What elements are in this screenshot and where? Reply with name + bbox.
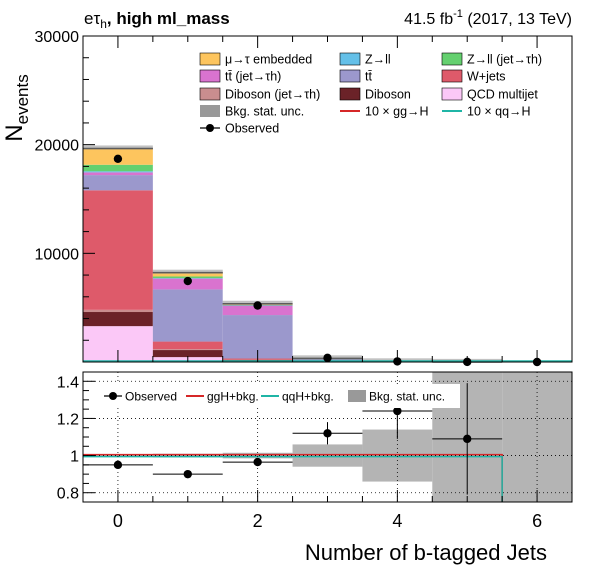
legend-label-ttbar: tt̄ — [365, 70, 372, 84]
ratio-frame: 0.8 1 1.2 1.4 0 2 4 6 — [57, 371, 573, 531]
legend-label-stat: Bkg. stat. unc. — [225, 105, 304, 119]
ratio-signal-lines — [83, 453, 503, 502]
legend-swatch-ttbar_jet — [199, 69, 221, 83]
main-ytick-label-20000: 20000 — [35, 138, 80, 155]
main-ytick-label-30000: 30000 — [35, 29, 80, 46]
y-axis-label-main: N — [1, 124, 28, 141]
main-ytick-label-10000: 10000 — [35, 246, 80, 263]
lumi-rest: (2017, 13 TeV) — [463, 11, 572, 28]
legend-swatch-wjets — [441, 69, 463, 83]
lumi-exp: -1 — [453, 8, 463, 20]
stack-bar-diboson-0 — [83, 312, 153, 327]
main-legend: μ→τ embedded Z→ll Z→ll (jet→τh) tt̄ (jet→τh… — [199, 52, 542, 136]
stack-bar-embedded-1 — [152, 272, 223, 277]
y-axis-label: Nevents — [1, 74, 32, 141]
stack-stat-0 — [83, 145, 153, 150]
stack-bar-ttbar_jet-2 — [222, 305, 293, 316]
legend-label-diboson: Diboson — [365, 88, 411, 102]
main-frame: 10000 20000 30000 — [35, 29, 573, 363]
ratio-legend-label-stat: Bkg. stat. unc. — [369, 390, 445, 404]
ratio-observed-points — [83, 383, 503, 495]
legend-label-qqh: 10 × qq→H — [467, 105, 531, 119]
observed-point-2 — [253, 301, 262, 310]
stack-bar-wjets-1 — [152, 341, 223, 350]
legend-swatch-stat — [200, 105, 220, 117]
ratio-obs-point-3 — [323, 429, 332, 438]
ratio-legend-label-ggh: ggH+bkg. — [207, 390, 259, 404]
ratio-legend-swatch-observed — [109, 392, 117, 400]
legend-swatch-embedded — [199, 52, 221, 66]
stack-bar-ttbar-0 — [83, 175, 153, 191]
ratio-legend: Observed ggH+bkg. qqH+bkg. Bkg. stat. unc. — [96, 384, 460, 408]
channel-prefix: e — [84, 9, 93, 28]
stack-bar-zll_jet-0 — [83, 164, 153, 172]
ratio-obs-point-2 — [253, 457, 262, 467]
legend-label-diboson_jet: Diboson (jet→τh) — [225, 88, 320, 102]
xtick-label-6: 6 — [532, 511, 542, 531]
xtick-label-0: 0 — [113, 511, 123, 531]
legend-swatch-zll_jet — [441, 52, 463, 66]
stack-bar-diboson_jet-1 — [152, 349, 223, 351]
ratio-ytick-label-1.4: 1.4 — [57, 374, 79, 391]
stack-bar-wjets-0 — [83, 190, 153, 310]
legend-swatch-diboson — [339, 87, 361, 101]
legend-label-zll: Z→ll — [365, 53, 391, 67]
main-stack — [83, 145, 572, 363]
observed-point-0 — [113, 154, 123, 163]
channel-sub: h — [100, 17, 107, 31]
ratio-ytick-label-1.2: 1.2 — [57, 411, 79, 428]
ratio-obs-point-4 — [393, 406, 402, 416]
legend-label-ggh: 10 × gg→H — [365, 105, 429, 119]
y-axis-label-sub: events — [13, 74, 32, 124]
legend-swatch-observed — [206, 124, 214, 132]
legend-swatch-zll — [339, 52, 361, 66]
lumi-label: 41.5 fb-1 (2017, 13 TeV) — [404, 8, 572, 28]
ratio-stat-band-2 — [222, 452, 293, 459]
stack-bar-ttbar_jet-0 — [83, 172, 153, 176]
ratio-qqh-line — [83, 455, 503, 502]
category-label: , high ml_mass — [107, 9, 230, 28]
lumi-value: 41.5 fb — [404, 11, 453, 28]
legend-swatch-qcd — [441, 87, 463, 101]
xtick-label-4: 4 — [392, 511, 402, 531]
stack-bar-diboson-1 — [152, 350, 223, 358]
ratio-legend-label-qqh: qqH+bkg. — [282, 390, 334, 404]
ratio-legend-label-observed: Observed — [125, 390, 177, 404]
legend-label-observed: Observed — [225, 122, 279, 136]
stack-bar-diboson_jet-0 — [83, 309, 153, 313]
legend-label-embedded: μ→τ embedded — [225, 53, 312, 67]
ratio-obs-point-1 — [183, 469, 192, 479]
legend-label-qcd: QCD multijet — [467, 88, 538, 102]
legend-label-wjets: W+jets — [467, 70, 506, 84]
ratio-ytick-label-0.8: 0.8 — [57, 486, 79, 503]
legend-swatch-ttbar — [339, 69, 361, 83]
legend-label-ttbar_jet: tt̄ (jet→τh) — [225, 70, 281, 84]
x-axis-label: Number of b-tagged Jets — [305, 540, 547, 565]
stack-stat-1 — [152, 269, 223, 274]
ratio-obs-point-0 — [113, 460, 123, 470]
ratio-obs-point-5 — [463, 434, 472, 444]
observed-point-1 — [183, 276, 192, 286]
ratio-legend-swatch-stat — [348, 390, 366, 402]
legend-swatch-diboson_jet — [199, 87, 221, 101]
ratio-ytick-label-1: 1 — [70, 449, 79, 466]
xtick-label-2: 2 — [253, 511, 263, 531]
stack-bar-ttbar-1 — [152, 289, 223, 342]
channel-title: eτh, high ml_mass — [84, 9, 230, 31]
legend-label-zll_jet: Z→ll (jet→τh) — [467, 53, 542, 67]
channel-tau: τ — [93, 9, 100, 28]
ratio-stat-band-0 — [83, 454, 153, 457]
stack-bar-zll-0 — [83, 171, 153, 173]
